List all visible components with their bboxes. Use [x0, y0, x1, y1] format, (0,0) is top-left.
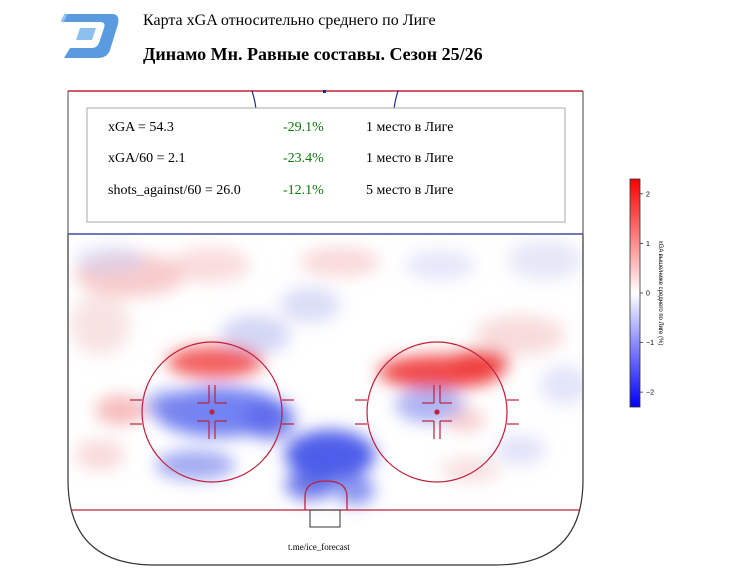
faceoff-circle-left: [130, 341, 294, 483]
stats-panel: [86, 107, 566, 223]
stat-metric: xGA = 54.3: [108, 120, 174, 135]
stat-rank: 1 место в Лиге: [366, 151, 454, 166]
stat-metric: shots_against/60 = 26.0: [108, 183, 241, 198]
colorbar-gradient: [629, 178, 641, 408]
colorbar-label: xGA выше/ниже среднего по Лиге (%): [657, 241, 663, 346]
heatmap-layer: [70, 240, 583, 505]
stat-rank: 5 место в Лиге: [366, 183, 454, 198]
colorbar-tick-label: 2: [646, 191, 650, 198]
colorbar-tick-label: 1: [646, 241, 650, 248]
colorbar-tick-label: 0: [646, 291, 650, 298]
colorbar-tick-label: −2: [646, 390, 654, 397]
credit-text: t.me/ice_forecast: [288, 542, 350, 552]
stat-delta: -12.1%: [283, 183, 324, 198]
stat-delta: -23.4%: [283, 151, 324, 166]
chart-title: Карта xGA относительно среднего по Лиге: [143, 12, 436, 29]
stat-delta: -29.1%: [283, 120, 324, 135]
stat-metric: xGA/60 = 2.1: [108, 151, 186, 166]
team-logo: [60, 13, 119, 58]
colorbar-tick-label: −1: [646, 340, 654, 347]
stat-rank: 1 место в Лиге: [366, 120, 454, 135]
offensive-zone: [67, 233, 584, 566]
chart-subtitle: Динамо Мн. Равные составы. Сезон 25/26: [143, 44, 483, 64]
faceoff-circle-right: [355, 341, 519, 483]
